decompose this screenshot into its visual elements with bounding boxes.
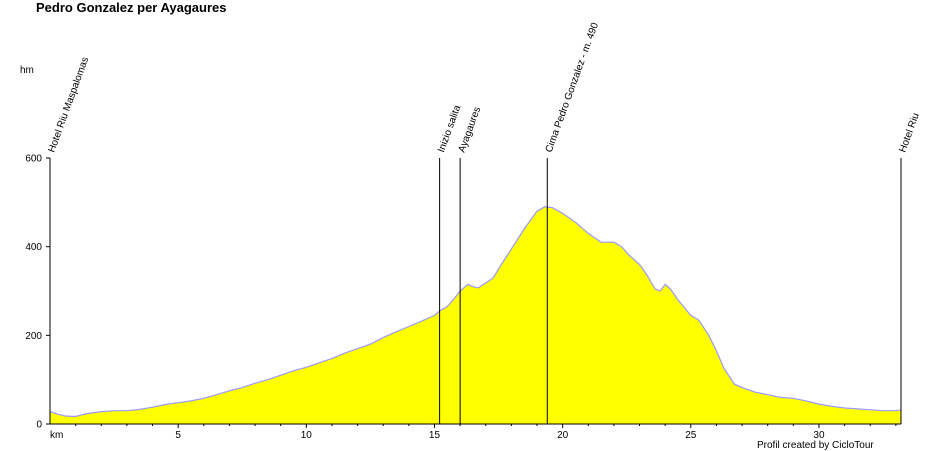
chart-title: Pedro Gonzalez per Ayagaures [36,0,227,15]
x-axis-label: km [50,430,63,441]
x-tick-label: 5 [175,430,181,441]
axis-layer: 0 200 400 600 5 10 15 20 25 30 hm km [20,65,901,441]
x-tick-label: 10 [301,430,313,441]
x-tick-label: 20 [557,430,569,441]
y-tick-label: 0 [36,420,42,431]
elevation-area [50,206,901,424]
y-tick-label: 400 [25,242,42,253]
y-tick-label: 600 [25,154,42,165]
waypoint-label: Cima Pedro Gonzalez - m. 490 [544,21,601,154]
y-tick-label: 200 [25,331,42,342]
waypoint-label: Hotel Riu Maspalomas [46,56,91,154]
x-tick-label: 25 [685,430,697,441]
y-axis-label: hm [20,65,34,76]
x-tick-label: 15 [429,430,441,441]
x-tick-label: 30 [813,430,825,441]
credit-text: Profil created by CicloTour [757,440,874,451]
area-layer [49,206,902,424]
waypoint-label: Hotel Riu [897,112,921,154]
elevation-profile-line [49,206,902,418]
